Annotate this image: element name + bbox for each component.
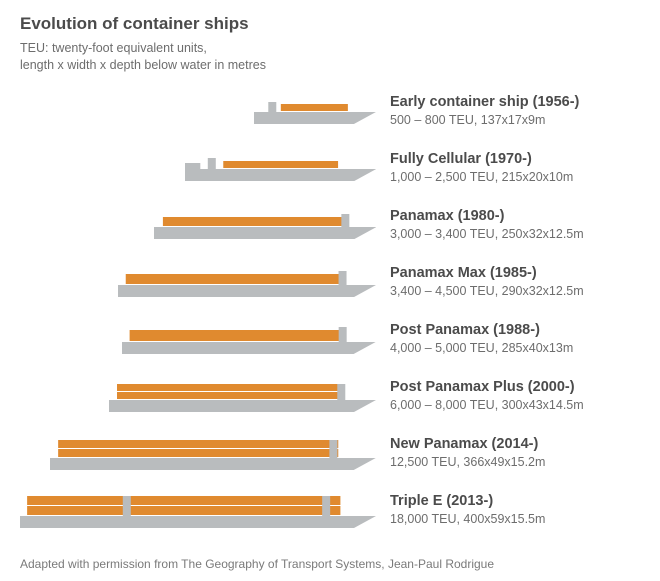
- ship-icon: [254, 98, 376, 124]
- ship-icon: [154, 210, 377, 239]
- ship-row: Panamax Max (1985-) 3,400 – 4,500 TEU, 29…: [20, 259, 640, 305]
- ship-row: Post Panamax (1988-) 4,000 – 5,000 TEU, 2…: [20, 316, 640, 362]
- ship-silhouette-cell: [20, 323, 390, 354]
- ship-stats: 12,500 TEU, 366x49x15.2m: [390, 455, 640, 469]
- ship-name: Post Panamax Plus (2000-): [390, 379, 640, 395]
- ship-stats: 4,000 – 5,000 TEU, 285x40x13m: [390, 341, 640, 355]
- ship-name: Post Panamax (1988-): [390, 322, 640, 338]
- ship-silhouette-cell: [20, 436, 390, 470]
- page-subtitle: TEU: twenty-foot equivalent units, lengt…: [20, 40, 640, 74]
- ship-icon: [185, 154, 376, 181]
- ship-stats: 18,000 TEU, 400x59x15.5m: [390, 512, 640, 526]
- ship-silhouette-cell: [20, 210, 390, 239]
- ship-row: Triple E (2013-) 18,000 TEU, 400x59x15.5m: [20, 487, 640, 533]
- ship-stats: 500 – 800 TEU, 137x17x9m: [390, 113, 640, 127]
- ship-label-cell: Post Panamax (1988-) 4,000 – 5,000 TEU, 2…: [390, 322, 640, 355]
- ship-row: Post Panamax Plus (2000-) 6,000 – 8,000 T…: [20, 373, 640, 419]
- ship-stats: 3,400 – 4,500 TEU, 290x32x12.5m: [390, 284, 640, 298]
- ship-icon: [20, 492, 376, 528]
- ship-stats: 3,000 – 3,400 TEU, 250x32x12.5m: [390, 227, 640, 241]
- ship-row: Early container ship (1956-) 500 – 800 TE…: [20, 88, 640, 134]
- ship-name: Fully Cellular (1970-): [390, 151, 640, 167]
- ship-label-cell: Fully Cellular (1970-) 1,000 – 2,500 TEU,…: [390, 151, 640, 184]
- ship-icon: [122, 323, 376, 354]
- ship-silhouette-cell: [20, 98, 390, 124]
- ship-silhouette-cell: [20, 492, 390, 528]
- ship-row: Panamax (1980-) 3,000 – 3,400 TEU, 250x32…: [20, 202, 640, 248]
- ship-label-cell: New Panamax (2014-) 12,500 TEU, 366x49x15…: [390, 436, 640, 469]
- ship-row: New Panamax (2014-) 12,500 TEU, 366x49x15…: [20, 430, 640, 476]
- ship-silhouette-cell: [20, 267, 390, 297]
- ship-label-cell: Panamax (1980-) 3,000 – 3,400 TEU, 250x32…: [390, 208, 640, 241]
- infographic-container: Evolution of container ships TEU: twenty…: [0, 0, 660, 581]
- ship-silhouette-cell: [20, 380, 390, 412]
- ship-icon: [118, 267, 376, 297]
- ship-name: Panamax Max (1985-): [390, 265, 640, 281]
- ship-stats: 1,000 – 2,500 TEU, 215x20x10m: [390, 170, 640, 184]
- ship-name: Panamax (1980-): [390, 208, 640, 224]
- page-title: Evolution of container ships: [20, 14, 640, 34]
- ship-icon: [109, 380, 376, 412]
- ship-name: Triple E (2013-): [390, 493, 640, 509]
- ship-label-cell: Panamax Max (1985-) 3,400 – 4,500 TEU, 29…: [390, 265, 640, 298]
- ship-rows: Early container ship (1956-) 500 – 800 TE…: [20, 88, 640, 533]
- ship-label-cell: Early container ship (1956-) 500 – 800 TE…: [390, 94, 640, 127]
- ship-stats: 6,000 – 8,000 TEU, 300x43x14.5m: [390, 398, 640, 412]
- ship-silhouette-cell: [20, 154, 390, 181]
- ship-icon: [50, 436, 376, 470]
- ship-name: Early container ship (1956-): [390, 94, 640, 110]
- ship-row: Fully Cellular (1970-) 1,000 – 2,500 TEU,…: [20, 145, 640, 191]
- ship-label-cell: Post Panamax Plus (2000-) 6,000 – 8,000 T…: [390, 379, 640, 412]
- credit-text: Adapted with permission from The Geograp…: [20, 557, 494, 571]
- ship-name: New Panamax (2014-): [390, 436, 640, 452]
- ship-label-cell: Triple E (2013-) 18,000 TEU, 400x59x15.5m: [390, 493, 640, 526]
